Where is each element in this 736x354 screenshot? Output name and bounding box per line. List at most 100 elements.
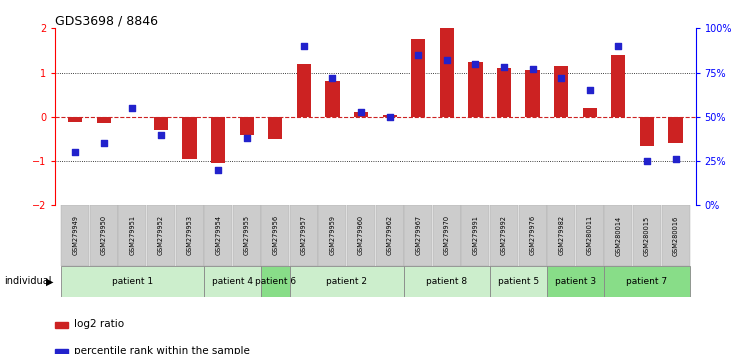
FancyBboxPatch shape: [375, 205, 403, 266]
Bar: [497, 68, 511, 117]
FancyBboxPatch shape: [433, 205, 461, 266]
Point: [612, 43, 624, 49]
FancyBboxPatch shape: [604, 205, 632, 266]
Text: GDS3698 / 8846: GDS3698 / 8846: [55, 14, 158, 27]
Point: [69, 149, 81, 155]
FancyBboxPatch shape: [147, 205, 175, 266]
FancyBboxPatch shape: [519, 205, 547, 266]
Bar: [154, 117, 168, 130]
Point: [98, 141, 110, 146]
Text: individual: individual: [4, 276, 52, 286]
Text: GSM280011: GSM280011: [587, 215, 592, 256]
FancyBboxPatch shape: [61, 266, 204, 297]
Point: [470, 61, 481, 67]
Text: GSM280016: GSM280016: [673, 215, 679, 256]
FancyBboxPatch shape: [404, 205, 432, 266]
Point: [383, 114, 395, 120]
Text: GSM279953: GSM279953: [186, 216, 193, 255]
Bar: [383, 115, 397, 117]
FancyBboxPatch shape: [118, 205, 146, 266]
Bar: [439, 28, 454, 117]
Text: patient 7: patient 7: [626, 277, 668, 286]
Text: GSM279956: GSM279956: [272, 215, 278, 256]
Text: GSM279991: GSM279991: [473, 216, 478, 255]
Text: GSM280015: GSM280015: [644, 215, 650, 256]
Point: [241, 135, 252, 141]
FancyBboxPatch shape: [233, 205, 261, 266]
Bar: [354, 113, 368, 117]
Text: GSM279962: GSM279962: [386, 215, 392, 256]
Bar: [96, 117, 111, 124]
Bar: [583, 108, 597, 117]
FancyBboxPatch shape: [204, 266, 261, 297]
FancyBboxPatch shape: [176, 205, 204, 266]
Text: GSM279952: GSM279952: [158, 215, 164, 256]
Point: [498, 64, 510, 70]
Bar: [55, 322, 68, 329]
FancyBboxPatch shape: [576, 205, 604, 266]
Text: GSM279949: GSM279949: [72, 216, 78, 255]
Text: GSM279959: GSM279959: [330, 216, 336, 255]
Text: GSM279950: GSM279950: [101, 215, 107, 256]
Bar: [68, 117, 82, 122]
Point: [441, 57, 453, 63]
Bar: [240, 117, 254, 135]
Point: [412, 52, 424, 58]
FancyBboxPatch shape: [261, 205, 289, 266]
Point: [212, 167, 224, 173]
Point: [327, 75, 339, 81]
Text: patient 5: patient 5: [498, 277, 539, 286]
Bar: [268, 117, 283, 139]
Bar: [468, 62, 483, 117]
Text: GSM279992: GSM279992: [501, 216, 507, 255]
FancyBboxPatch shape: [290, 205, 318, 266]
Bar: [55, 348, 68, 354]
Text: GSM279976: GSM279976: [530, 215, 536, 256]
Point: [670, 156, 682, 162]
Text: GSM279954: GSM279954: [215, 215, 221, 256]
Point: [527, 66, 539, 72]
FancyBboxPatch shape: [633, 205, 661, 266]
FancyBboxPatch shape: [319, 205, 347, 266]
FancyBboxPatch shape: [662, 205, 690, 266]
Bar: [668, 117, 683, 143]
FancyBboxPatch shape: [90, 205, 118, 266]
Bar: [526, 70, 539, 117]
FancyBboxPatch shape: [461, 205, 489, 266]
FancyBboxPatch shape: [289, 266, 404, 297]
Point: [127, 105, 138, 111]
Bar: [554, 66, 568, 117]
Bar: [297, 64, 311, 117]
Point: [298, 43, 310, 49]
FancyBboxPatch shape: [404, 266, 489, 297]
FancyBboxPatch shape: [61, 205, 89, 266]
Text: patient 1: patient 1: [112, 277, 153, 286]
FancyBboxPatch shape: [489, 266, 547, 297]
FancyBboxPatch shape: [547, 266, 604, 297]
Text: GSM279955: GSM279955: [244, 215, 250, 256]
Text: log2 ratio: log2 ratio: [74, 319, 124, 329]
Bar: [325, 81, 339, 117]
Text: percentile rank within the sample: percentile rank within the sample: [74, 346, 250, 354]
Text: patient 3: patient 3: [555, 277, 596, 286]
Bar: [411, 39, 425, 117]
Bar: [211, 117, 225, 163]
Text: patient 4: patient 4: [212, 277, 253, 286]
Point: [584, 87, 595, 93]
FancyBboxPatch shape: [604, 266, 690, 297]
Text: GSM279967: GSM279967: [415, 215, 421, 256]
Bar: [611, 55, 626, 117]
Text: patient 2: patient 2: [326, 277, 367, 286]
Text: GSM279951: GSM279951: [130, 216, 135, 255]
FancyBboxPatch shape: [347, 205, 375, 266]
Text: patient 6: patient 6: [255, 277, 296, 286]
FancyBboxPatch shape: [261, 266, 289, 297]
Text: GSM279982: GSM279982: [558, 215, 565, 256]
Point: [155, 132, 167, 137]
FancyBboxPatch shape: [547, 205, 575, 266]
Point: [555, 75, 567, 81]
FancyBboxPatch shape: [490, 205, 518, 266]
Point: [355, 109, 367, 114]
Text: GSM279970: GSM279970: [444, 215, 450, 256]
Text: GSM279960: GSM279960: [358, 215, 364, 256]
